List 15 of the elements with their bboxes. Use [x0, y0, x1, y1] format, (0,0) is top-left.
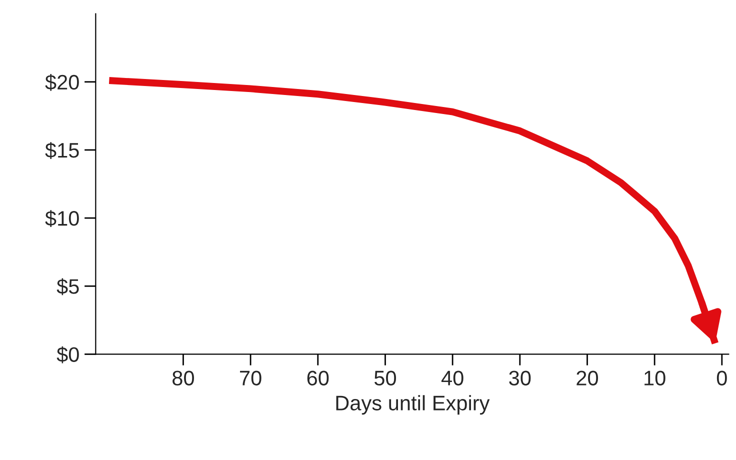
y-tick-label: $5 — [56, 278, 79, 296]
y-tick-label: $0 — [56, 346, 79, 364]
x-axis-title: Days until Expiry — [336, 395, 490, 415]
x-tick-label: 50 — [374, 370, 396, 386]
x-tick-label: 10 — [644, 370, 666, 386]
x-tick-label: 70 — [240, 370, 262, 386]
x-tick-label: 0 — [716, 370, 727, 386]
x-tick-label: 30 — [509, 370, 531, 386]
x-tick-label: 60 — [307, 370, 329, 386]
y-tick-label: $20 — [45, 74, 79, 91]
x-tick-label: 20 — [576, 370, 598, 386]
x-tick-label: 80 — [172, 370, 194, 386]
x-tick-label: 40 — [441, 370, 464, 386]
y-tick-label: $15 — [45, 142, 79, 159]
y-tick-label: $10 — [45, 210, 79, 228]
